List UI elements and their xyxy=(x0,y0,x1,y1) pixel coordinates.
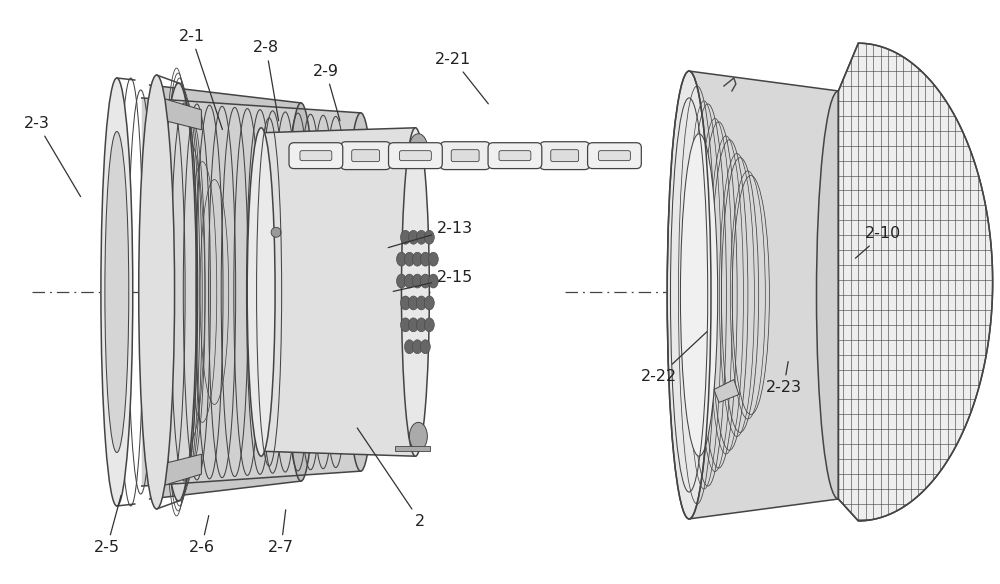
Text: 2-10: 2-10 xyxy=(855,227,901,258)
Text: 2-1: 2-1 xyxy=(178,29,222,130)
Polygon shape xyxy=(142,98,361,486)
FancyBboxPatch shape xyxy=(289,142,343,169)
Ellipse shape xyxy=(408,296,418,310)
Ellipse shape xyxy=(396,274,406,288)
Ellipse shape xyxy=(271,227,281,237)
Text: 2-13: 2-13 xyxy=(388,221,473,248)
Polygon shape xyxy=(395,446,430,451)
FancyBboxPatch shape xyxy=(488,142,542,169)
Ellipse shape xyxy=(409,134,427,162)
Polygon shape xyxy=(150,85,301,499)
Text: 2-9: 2-9 xyxy=(313,64,340,121)
Ellipse shape xyxy=(404,274,414,288)
Text: 2: 2 xyxy=(357,428,425,529)
FancyBboxPatch shape xyxy=(341,142,391,169)
FancyBboxPatch shape xyxy=(451,150,479,162)
Ellipse shape xyxy=(161,83,196,501)
Ellipse shape xyxy=(101,78,133,506)
Polygon shape xyxy=(714,380,739,402)
Ellipse shape xyxy=(428,274,438,288)
Ellipse shape xyxy=(416,296,426,310)
FancyBboxPatch shape xyxy=(440,142,490,169)
Ellipse shape xyxy=(247,128,275,456)
Ellipse shape xyxy=(408,318,418,332)
FancyBboxPatch shape xyxy=(588,142,641,169)
Text: 2-22: 2-22 xyxy=(641,332,707,384)
Ellipse shape xyxy=(412,252,422,266)
Text: 2-3: 2-3 xyxy=(24,116,81,197)
FancyBboxPatch shape xyxy=(300,151,332,161)
Ellipse shape xyxy=(667,71,711,519)
Text: 2-5: 2-5 xyxy=(94,495,121,555)
Ellipse shape xyxy=(420,340,430,354)
Text: 2-23: 2-23 xyxy=(766,361,802,395)
Ellipse shape xyxy=(105,131,129,453)
FancyBboxPatch shape xyxy=(499,151,531,161)
FancyBboxPatch shape xyxy=(389,142,442,169)
Ellipse shape xyxy=(420,274,430,288)
Ellipse shape xyxy=(400,318,410,332)
Ellipse shape xyxy=(680,134,718,456)
Ellipse shape xyxy=(424,296,434,310)
Polygon shape xyxy=(838,43,993,521)
Ellipse shape xyxy=(345,113,377,471)
Ellipse shape xyxy=(139,75,175,509)
Ellipse shape xyxy=(401,128,429,456)
Polygon shape xyxy=(689,71,838,519)
Ellipse shape xyxy=(416,318,426,332)
Polygon shape xyxy=(162,98,201,130)
Ellipse shape xyxy=(408,230,418,244)
Ellipse shape xyxy=(428,252,438,266)
Ellipse shape xyxy=(285,103,317,481)
Ellipse shape xyxy=(416,230,426,244)
Ellipse shape xyxy=(400,296,410,310)
Ellipse shape xyxy=(412,340,422,354)
Ellipse shape xyxy=(400,230,410,244)
Ellipse shape xyxy=(424,318,434,332)
FancyBboxPatch shape xyxy=(399,151,431,161)
Ellipse shape xyxy=(412,274,422,288)
Ellipse shape xyxy=(816,91,860,499)
Polygon shape xyxy=(162,454,201,486)
FancyBboxPatch shape xyxy=(352,150,380,162)
Ellipse shape xyxy=(396,252,406,266)
Ellipse shape xyxy=(424,230,434,244)
Text: 2-21: 2-21 xyxy=(435,52,488,104)
Polygon shape xyxy=(261,128,415,456)
Ellipse shape xyxy=(404,340,414,354)
Ellipse shape xyxy=(409,422,427,450)
FancyBboxPatch shape xyxy=(599,151,630,161)
Text: 2-6: 2-6 xyxy=(188,516,214,555)
Text: 2-15: 2-15 xyxy=(393,270,473,291)
FancyBboxPatch shape xyxy=(551,150,579,162)
Text: 2-8: 2-8 xyxy=(253,40,279,121)
Ellipse shape xyxy=(404,252,414,266)
Text: 2-7: 2-7 xyxy=(268,510,294,555)
Ellipse shape xyxy=(420,252,430,266)
FancyBboxPatch shape xyxy=(540,142,590,169)
